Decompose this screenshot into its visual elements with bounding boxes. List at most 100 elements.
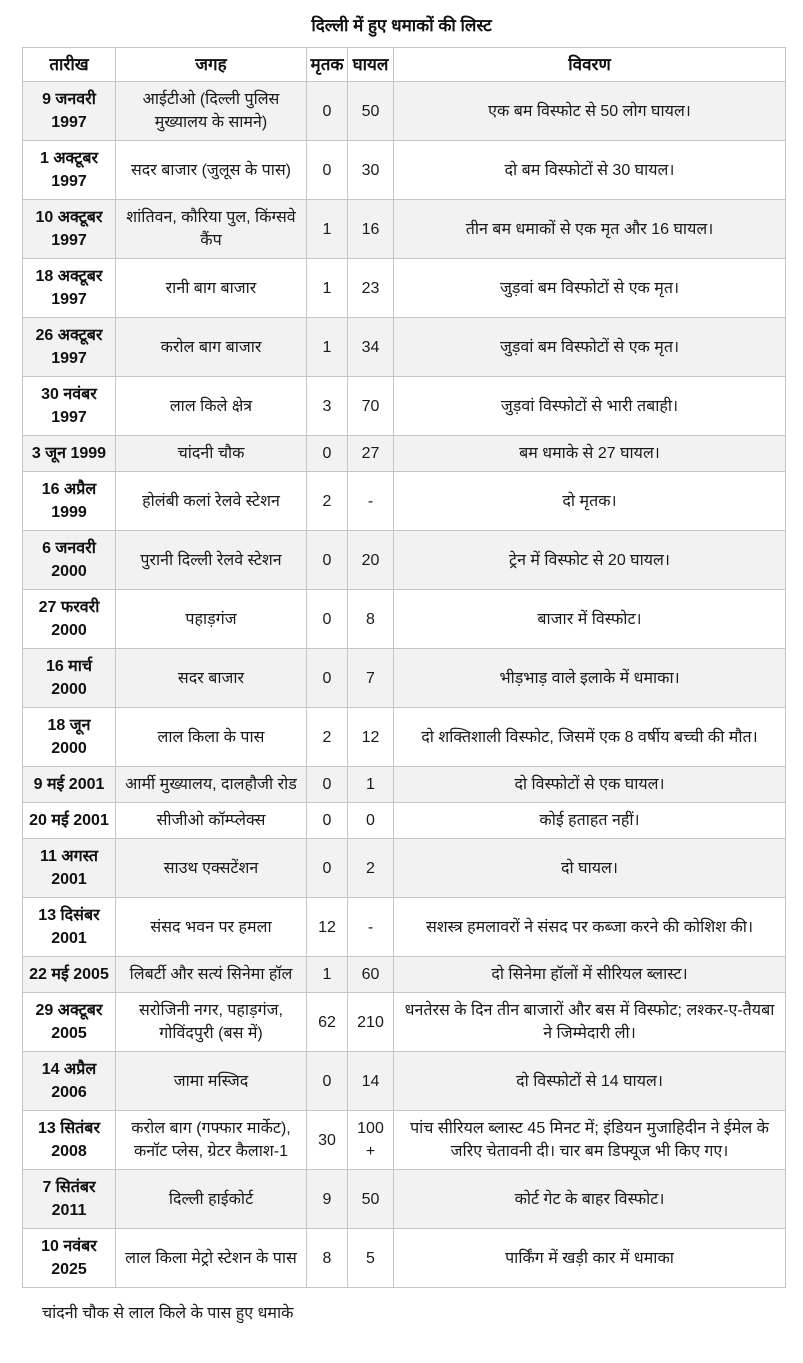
cell-place: दिल्ली हाईकोर्ट: [115, 1169, 307, 1229]
table-row: 7 सितंबर 2011 दिल्ली हाईकोर्ट 9 50 कोर्ट…: [22, 1169, 786, 1229]
cell-dead: 30: [306, 1110, 348, 1170]
column-header-details: विवरण: [393, 47, 786, 82]
cell-details: कोर्ट गेट के बाहर विस्फोट।: [393, 1169, 786, 1229]
cell-dead: 0: [306, 766, 348, 803]
cell-date: 27 फरवरी 2000: [22, 589, 116, 649]
cell-details: एक बम विस्फोट से 50 लोग घायल।: [393, 81, 786, 141]
column-header-injured: घायल: [347, 47, 394, 82]
cell-dead: 0: [306, 648, 348, 708]
footer-clipped-text: चांदनी चौक से लाल किले के पास हुए धमाके: [42, 1305, 294, 1322]
cell-place: आईटीओ (दिल्ली पुलिस मुख्यालय के सामने): [115, 81, 307, 141]
cell-injured: 1: [347, 766, 394, 803]
cell-place: होलंबी कलां रेलवे स्टेशन: [115, 471, 307, 531]
cell-place: सरोजिनी नगर, पहाड़गंज, गोविंदपुरी (बस मे…: [115, 992, 307, 1052]
table-row: 10 नवंबर 2025 लाल किला मेट्रो स्टेशन के …: [22, 1228, 786, 1288]
cell-date: 6 जनवरी 2000: [22, 530, 116, 590]
cell-date: 7 सितंबर 2011: [22, 1169, 116, 1229]
cell-injured: 27: [347, 435, 394, 472]
cell-injured: 0: [347, 802, 394, 839]
cell-details: भीड़भाड़ वाले इलाके में धमाका।: [393, 648, 786, 708]
cell-dead: 0: [306, 1051, 348, 1111]
cell-place: सदर बाजार (जुलूस के पास): [115, 140, 307, 200]
cell-details: जुड़वां बम विस्फोटों से एक मृत।: [393, 317, 786, 377]
cell-dead: 0: [306, 140, 348, 200]
table-row: 1 अक्टूबर 1997 सदर बाजार (जुलूस के पास) …: [22, 140, 786, 200]
cell-injured: 30: [347, 140, 394, 200]
cell-injured: 5: [347, 1228, 394, 1288]
cell-details: दो बम विस्फोटों से 30 घायल।: [393, 140, 786, 200]
cell-place: साउथ एक्सटेंशन: [115, 838, 307, 898]
column-header-dead: मृतक: [306, 47, 348, 82]
cell-date: 1 अक्टूबर 1997: [22, 140, 116, 200]
cell-dead: 1: [306, 956, 348, 993]
cell-dead: 1: [306, 258, 348, 318]
cell-date: 16 अप्रैल 1999: [22, 471, 116, 531]
cell-place: पुरानी दिल्ली रेलवे स्टेशन: [115, 530, 307, 590]
table-row: 29 अक्टूबर 2005 सरोजिनी नगर, पहाड़गंज, ग…: [22, 992, 786, 1052]
cell-details: दो शक्तिशाली विस्फोट, जिसमें एक 8 वर्षीय…: [393, 707, 786, 767]
cell-dead: 0: [306, 81, 348, 141]
cell-place: पहाड़गंज: [115, 589, 307, 649]
cell-date: 14 अप्रैल 2006: [22, 1051, 116, 1111]
cell-place: लाल किला के पास: [115, 707, 307, 767]
table-row: 18 जून 2000 लाल किला के पास 2 12 दो शक्त…: [22, 707, 786, 767]
table-row: 13 सितंबर 2008 करोल बाग (गफ्फार मार्केट)…: [22, 1110, 786, 1170]
table-row: 9 जनवरी 1997 आईटीओ (दिल्ली पुलिस मुख्याल…: [22, 81, 786, 141]
cell-injured: 8: [347, 589, 394, 649]
cell-place: रानी बाग बाजार: [115, 258, 307, 318]
cell-dead: 9: [306, 1169, 348, 1229]
cell-place: आर्मी मुख्यालय, दालहौजी रोड: [115, 766, 307, 803]
table-row: 6 जनवरी 2000 पुरानी दिल्ली रेलवे स्टेशन …: [22, 530, 786, 590]
table-row: 22 मई 2005 लिबर्टी और सत्यं सिनेमा हॉल 1…: [22, 956, 786, 993]
cell-details: दो घायल।: [393, 838, 786, 898]
page-title: दिल्ली में हुए धमाकों की लिस्ट: [311, 16, 492, 35]
cell-injured: 16: [347, 199, 394, 259]
cell-details: बाजार में विस्फोट।: [393, 589, 786, 649]
table-row: 3 जून 1999 चांदनी चौक 0 27 बम धमाके से 2…: [22, 435, 786, 472]
cell-place: जामा मस्जिद: [115, 1051, 307, 1111]
cell-dead: 2: [306, 471, 348, 531]
cell-details: पांच सीरियल ब्लास्ट 45 मिनट में; इंडियन …: [393, 1110, 786, 1170]
cell-date: 22 मई 2005: [22, 956, 116, 993]
cell-date: 9 मई 2001: [22, 766, 116, 803]
cell-date: 3 जून 1999: [22, 435, 116, 472]
cell-dead: 0: [306, 530, 348, 590]
table-row: 13 दिसंबर 2001 संसद भवन पर हमला 12 - सशस…: [22, 897, 786, 957]
cell-injured: -: [347, 471, 394, 531]
cell-details: दो मृतक।: [393, 471, 786, 531]
table-row: 18 अक्टूबर 1997 रानी बाग बाजार 1 23 जुड़…: [22, 258, 786, 318]
table-row: 16 अप्रैल 1999 होलंबी कलां रेलवे स्टेशन …: [22, 471, 786, 531]
table-row: 14 अप्रैल 2006 जामा मस्जिद 0 14 दो विस्फ…: [22, 1051, 786, 1111]
cell-place: चांदनी चौक: [115, 435, 307, 472]
table-row: 11 अगस्त 2001 साउथ एक्सटेंशन 0 2 दो घायल…: [22, 838, 786, 898]
cell-dead: 8: [306, 1228, 348, 1288]
cell-details: कोई हताहत नहीं।: [393, 802, 786, 839]
cell-details: दो विस्फोटों से 14 घायल।: [393, 1051, 786, 1111]
cell-place: संसद भवन पर हमला: [115, 897, 307, 957]
table-header-row: तारीख जगह मृतक घायल विवरण: [22, 47, 786, 82]
cell-details: सशस्त्र हमलावरों ने संसद पर कब्जा करने क…: [393, 897, 786, 957]
cell-injured: 70: [347, 376, 394, 436]
table-row: 16 मार्च 2000 सदर बाजार 0 7 भीड़भाड़ वाल…: [22, 648, 786, 708]
cell-date: 11 अगस्त 2001: [22, 838, 116, 898]
cell-injured: 2: [347, 838, 394, 898]
cell-dead: 0: [306, 589, 348, 649]
table-row: 26 अक्टूबर 1997 करोल बाग बाजार 1 34 जुड़…: [22, 317, 786, 377]
cell-date: 9 जनवरी 1997: [22, 81, 116, 141]
cell-injured: 23: [347, 258, 394, 318]
cell-dead: 0: [306, 838, 348, 898]
cell-injured: 50: [347, 1169, 394, 1229]
cell-date: 16 मार्च 2000: [22, 648, 116, 708]
cell-injured: 14: [347, 1051, 394, 1111]
cell-details: ट्रेन में विस्फोट से 20 घायल।: [393, 530, 786, 590]
table-row: 30 नवंबर 1997 लाल किले क्षेत्र 3 70 जुड़…: [22, 376, 786, 436]
cell-dead: 1: [306, 317, 348, 377]
table-row: 20 मई 2001 सीजीओ कॉम्प्लेक्स 0 0 कोई हता…: [22, 802, 786, 839]
cell-place: सीजीओ कॉम्प्लेक्स: [115, 802, 307, 839]
cell-place: सदर बाजार: [115, 648, 307, 708]
cell-injured: 7: [347, 648, 394, 708]
cell-details: दो विस्फोटों से एक घायल।: [393, 766, 786, 803]
cell-date: 20 मई 2001: [22, 802, 116, 839]
cell-dead: 0: [306, 802, 348, 839]
cell-details: जुड़वां बम विस्फोटों से एक मृत।: [393, 258, 786, 318]
